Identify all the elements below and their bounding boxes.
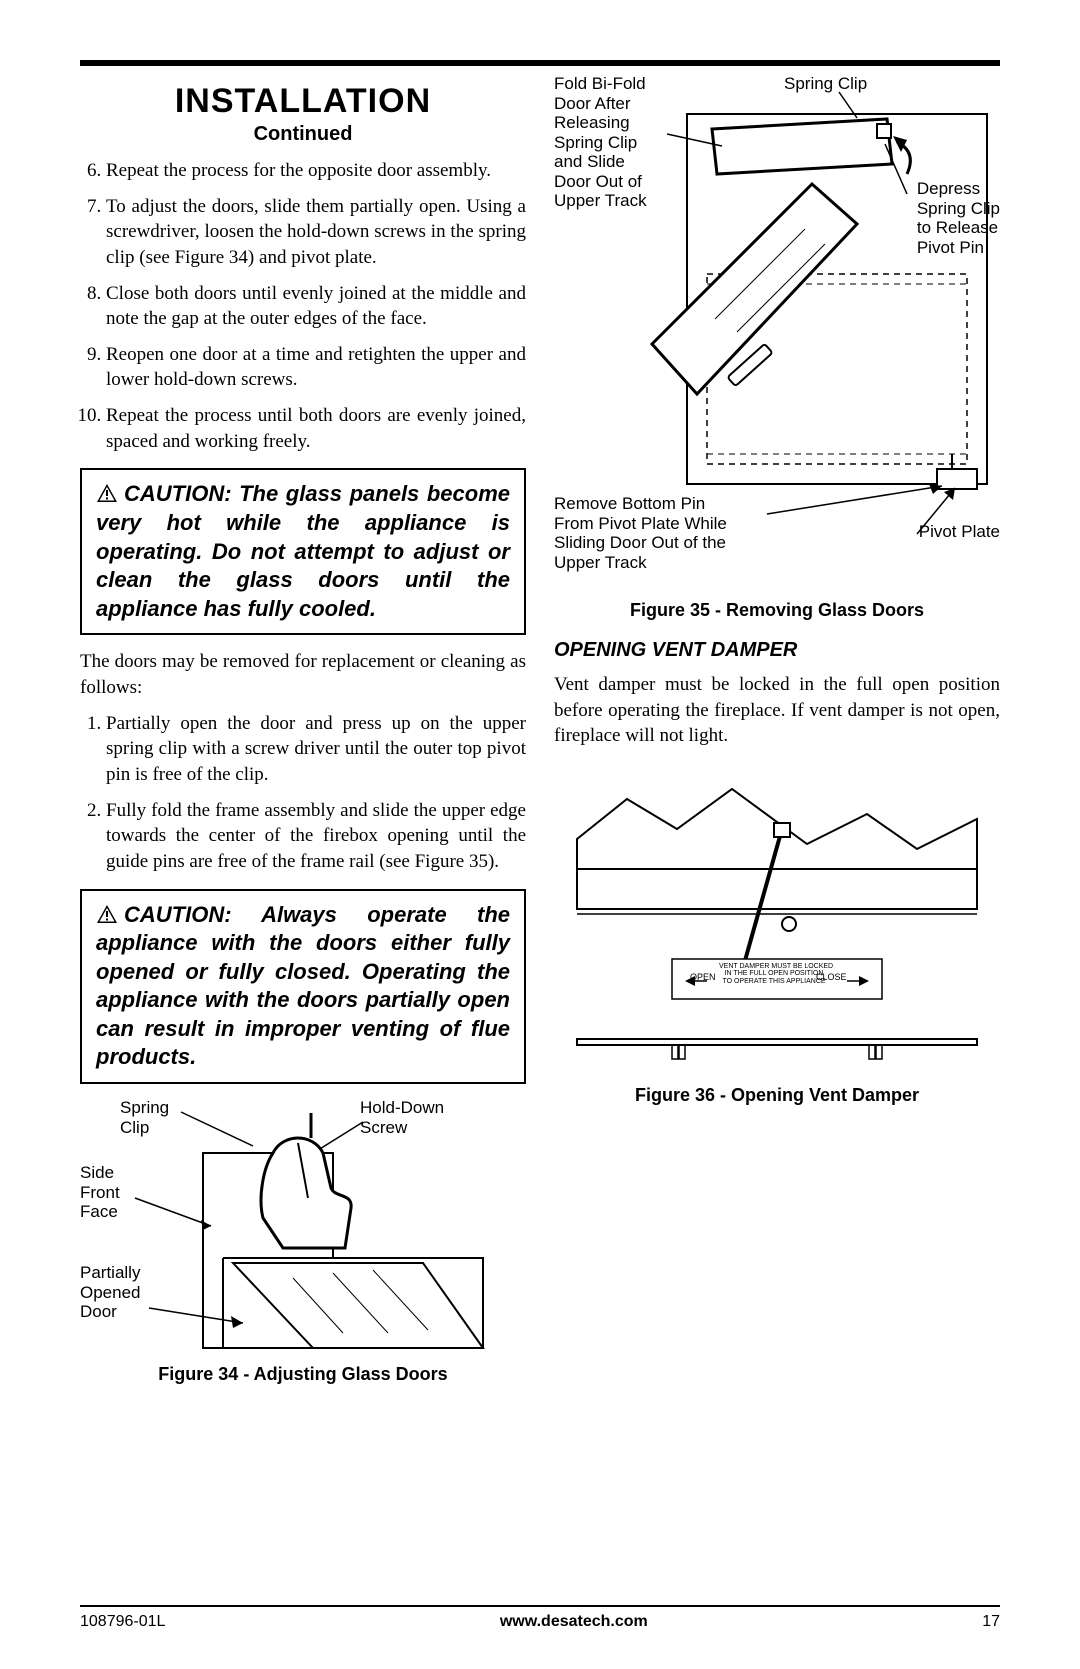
caution1-label: CAUTION: — [124, 481, 232, 506]
fig35-caption: Figure 35 - Removing Glass Doors — [554, 600, 1000, 621]
left-column: INSTALLATION Continued Repeat the proces… — [80, 74, 526, 1389]
caution2-label: CAUTION: — [124, 902, 232, 927]
figure-35: Fold Bi-Fold Door After Releasing Spring… — [554, 74, 1000, 594]
fig36-label-plate: VENT DAMPER MUST BE LOCKED IN THE FULL O… — [719, 963, 829, 985]
fig36-caption: Figure 36 - Opening Vent Damper — [554, 1085, 1000, 1106]
removal-intro: The doors may be removed for replacement… — [80, 649, 526, 700]
step-10: Repeat the process until both doors are … — [106, 403, 526, 454]
fig34-caption: Figure 34 - Adjusting Glass Doors — [80, 1364, 526, 1385]
figure-36: OPEN CLOSE VENT DAMPER MUST BE LOCKED IN… — [554, 759, 1000, 1079]
removal-step-2: Fully fold the frame assembly and slide … — [106, 798, 526, 875]
footer-page-number: 17 — [982, 1613, 1000, 1631]
step-9: Reopen one door at a time and retighten … — [106, 342, 526, 393]
page-subtitle: Continued — [80, 123, 526, 146]
right-column: Fold Bi-Fold Door After Releasing Spring… — [554, 74, 1000, 1389]
step-6: Repeat the process for the opposite door… — [106, 158, 526, 184]
vent-text: Vent damper must be locked in the full o… — [554, 672, 1000, 749]
caution-box-2: CAUTION: Always operate the appliance wi… — [80, 889, 526, 1085]
page-title: INSTALLATION — [80, 82, 526, 121]
removal-steps: Partially open the door and press up on … — [80, 711, 526, 875]
footer-url: www.desatech.com — [500, 1613, 648, 1631]
step-8: Close both doors until evenly joined at … — [106, 281, 526, 332]
removal-step-1: Partially open the door and press up on … — [106, 711, 526, 788]
step-7: To adjust the doors, slide them partiall… — [106, 194, 526, 271]
install-steps-first: Repeat the process for the opposite door… — [80, 158, 526, 454]
footer-doc-id: 108796-01L — [80, 1613, 165, 1631]
figure-34: Spring Clip Hold-Down Screw Side Front F… — [80, 1098, 526, 1358]
page-footer: 108796-01L www.desatech.com 17 — [80, 1605, 1000, 1631]
fig36-label-open: OPEN — [690, 972, 716, 982]
caution-box-1: CAUTION: The glass panels become very ho… — [80, 468, 526, 635]
vent-heading: OPENING VENT DAMPER — [554, 639, 1000, 662]
warning-icon — [96, 904, 118, 924]
warning-icon — [96, 483, 118, 503]
